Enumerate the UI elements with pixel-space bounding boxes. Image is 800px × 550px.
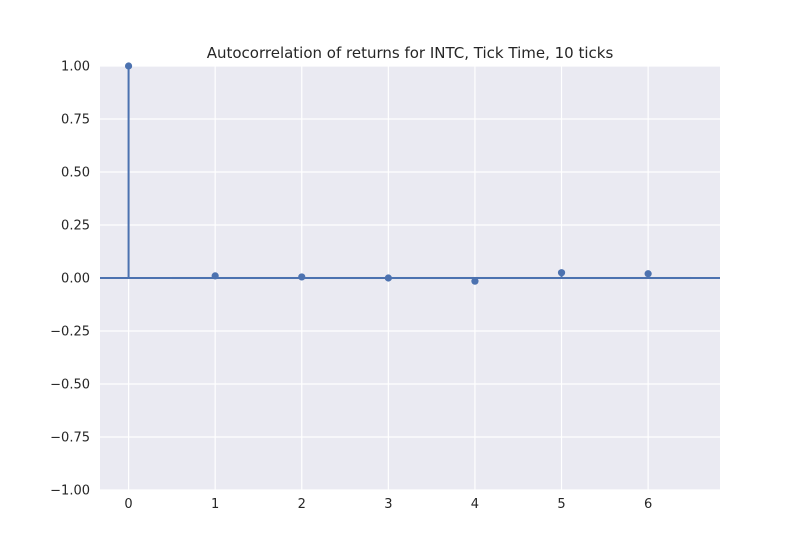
y-tick-label: −0.75 [50,431,90,446]
y-tick-label: −0.50 [50,378,90,393]
y-tick-label: −0.25 [50,325,90,340]
y-tick-label: 0.50 [61,166,90,181]
acf-series [100,62,720,285]
acf-point [124,62,133,70]
acf-point [471,277,479,285]
acf-point [644,270,652,278]
y-tick-label: 0.25 [61,219,90,234]
x-tick-label: 6 [644,497,652,512]
acf-point [557,269,566,277]
acf-point [211,272,219,280]
acf-point [384,274,392,282]
y-tick-label: −1.00 [50,484,90,499]
tick-labels: −1.00 −0.75 −0.50 −0.25 0.00 0.25 0.50 0.75 1.00… [50,60,652,513]
x-tick-label: 1 [211,497,219,512]
y-tick-label: 1.00 [61,60,90,75]
y-tick-label: 0.00 [61,272,90,287]
x-tick-label: 3 [384,497,392,512]
chart-title: Autocorrelation of returns for INTC, Tic… [207,44,614,62]
acf-point [298,273,306,281]
x-tick-label: 5 [557,497,565,512]
x-tick-label: 0 [124,497,132,512]
y-tick-label: 0.75 [61,113,90,128]
x-tick-label: 2 [298,497,306,512]
x-tick-label: 4 [471,497,479,512]
